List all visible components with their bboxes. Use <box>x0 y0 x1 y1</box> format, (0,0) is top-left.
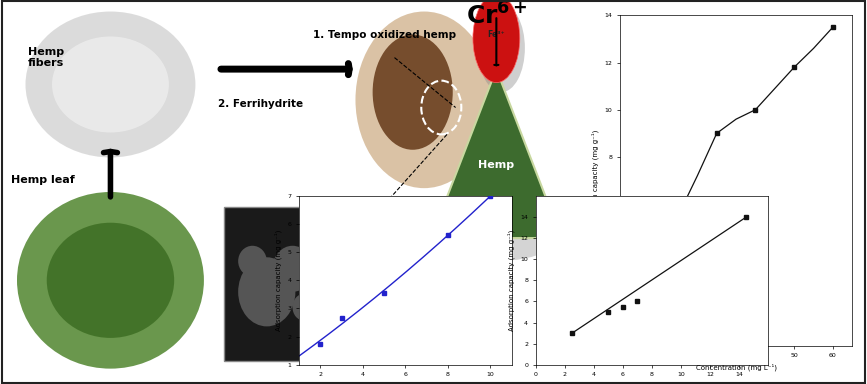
FancyBboxPatch shape <box>224 207 367 361</box>
Ellipse shape <box>272 246 312 292</box>
Text: Hemp
fibers: Hemp fibers <box>28 47 64 68</box>
Ellipse shape <box>238 257 296 326</box>
Ellipse shape <box>373 35 453 150</box>
Circle shape <box>546 217 593 305</box>
X-axis label: Concentration (mg L⁻¹): Concentration (mg L⁻¹) <box>695 364 777 371</box>
Ellipse shape <box>47 223 174 338</box>
Ellipse shape <box>238 246 267 276</box>
X-axis label: Concentration (mg L⁻¹): Concentration (mg L⁻¹) <box>365 383 446 384</box>
FancyBboxPatch shape <box>318 344 355 349</box>
Ellipse shape <box>292 294 316 321</box>
Circle shape <box>551 227 598 315</box>
Text: 1. Tempo oxidized hemp: 1. Tempo oxidized hemp <box>312 30 456 40</box>
Text: (b): (b) <box>346 349 355 355</box>
Text: Hemp: Hemp <box>479 160 514 170</box>
Y-axis label: Adsorption capacity (mg g⁻¹): Adsorption capacity (mg g⁻¹) <box>275 230 282 331</box>
Y-axis label: Adsorption capacity (mg g⁻¹): Adsorption capacity (mg g⁻¹) <box>591 130 599 231</box>
Text: 2. Ferrihydrite: 2. Ferrihydrite <box>218 99 303 109</box>
Ellipse shape <box>25 12 195 157</box>
Text: $\mathbf{As^{5+}}$: $\mathbf{As^{5+}}$ <box>551 296 603 318</box>
Text: Hemp leaf: Hemp leaf <box>10 175 75 185</box>
Y-axis label: Adsorption capacity (mg g⁻¹): Adsorption capacity (mg g⁻¹) <box>507 230 515 331</box>
Polygon shape <box>431 69 562 238</box>
Ellipse shape <box>17 192 204 369</box>
Text: Fe³⁺: Fe³⁺ <box>561 253 578 262</box>
Ellipse shape <box>355 12 492 188</box>
Text: $\mathbf{As^{3+}}$: $\mathbf{As^{3+}}$ <box>390 296 441 318</box>
Text: Fe³⁺: Fe³⁺ <box>414 253 432 262</box>
Circle shape <box>405 227 452 315</box>
Circle shape <box>473 0 520 83</box>
Circle shape <box>478 4 525 92</box>
Ellipse shape <box>52 36 169 132</box>
Text: 2 µm: 2 µm <box>330 343 343 348</box>
Ellipse shape <box>423 192 570 261</box>
Text: $\mathbf{Cr^{6+}}$: $\mathbf{Cr^{6+}}$ <box>466 2 527 29</box>
Text: Fe³⁺: Fe³⁺ <box>487 30 505 39</box>
Circle shape <box>400 217 447 305</box>
X-axis label: Concentration (mg L⁻¹): Concentration (mg L⁻¹) <box>611 383 693 384</box>
